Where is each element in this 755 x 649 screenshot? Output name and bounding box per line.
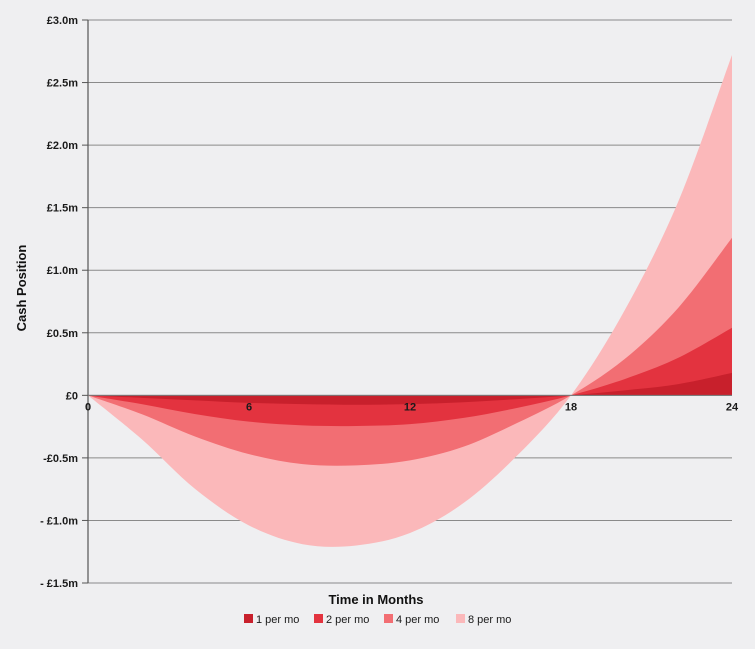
legend-swatch: [456, 614, 465, 623]
legend-label: 2 per mo: [326, 614, 369, 626]
legend-item: 4 per mo: [384, 614, 439, 626]
legend-label: 8 per mo: [468, 614, 511, 626]
x-tick-label: 18: [565, 401, 577, 413]
y-tick-label: £1.5m: [47, 203, 78, 215]
area-4-per-mo: [88, 237, 732, 466]
y-tick-label: - £1.5m: [40, 578, 78, 590]
legend-item: 2 per mo: [314, 614, 369, 626]
legend-swatch: [384, 614, 393, 623]
legend-swatch: [314, 614, 323, 623]
area-8-per-mo: [88, 55, 732, 547]
x-tick-label: 12: [404, 401, 416, 413]
legend-label: 4 per mo: [396, 614, 439, 626]
y-tick-label: £2.0m: [47, 140, 78, 152]
legend-item: 8 per mo: [456, 614, 511, 626]
y-tick-label: £0.5m: [47, 328, 78, 340]
area-1-per-mo: [88, 372, 732, 405]
legend-swatch: [244, 614, 253, 623]
x-tick-label: 24: [726, 401, 739, 413]
legend-label: 1 per mo: [256, 614, 299, 626]
x-axis-title: Time in Months: [328, 592, 423, 607]
y-axis-title: Cash Position: [14, 245, 29, 332]
area-series: [88, 55, 732, 547]
y-tick-label: £1.0m: [47, 265, 78, 277]
y-tick-label: -£0.5m: [43, 453, 78, 465]
y-tick-label: £3.0m: [47, 15, 78, 27]
y-tick-labels: £3.0m £2.5m £2.0m £1.5m £1.0m £0.5m £0 -£0.5m - …: [40, 15, 78, 590]
x-tick-labels: 0 6 12 18 24: [85, 401, 739, 413]
y-tick-label: £2.5m: [47, 78, 78, 90]
axes: [82, 19, 732, 584]
y-tick-label: £0: [66, 390, 78, 402]
x-tick-label: 0: [85, 401, 91, 413]
x-tick-label: 6: [246, 401, 252, 413]
legend: 1 per mo 2 per mo 4 per mo 8 per mo: [244, 614, 511, 626]
legend-item: 1 per mo: [244, 614, 299, 626]
y-tick-label: - £1.0m: [40, 515, 78, 527]
